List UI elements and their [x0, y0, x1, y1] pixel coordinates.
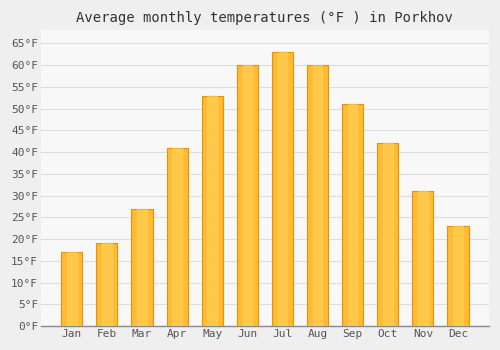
- Bar: [208, 96, 217, 326]
- Bar: [377, 144, 398, 326]
- Bar: [348, 104, 358, 326]
- Bar: [313, 65, 322, 326]
- Bar: [272, 52, 293, 326]
- Bar: [418, 191, 428, 326]
- Bar: [278, 52, 287, 326]
- Bar: [383, 144, 392, 326]
- Bar: [138, 209, 146, 326]
- Bar: [62, 252, 82, 326]
- Bar: [96, 244, 117, 326]
- Title: Average monthly temperatures (°F ) in Porkhov: Average monthly temperatures (°F ) in Po…: [76, 11, 454, 25]
- Bar: [166, 148, 188, 326]
- Bar: [342, 104, 363, 326]
- Bar: [102, 244, 112, 326]
- Bar: [132, 209, 152, 326]
- Bar: [242, 65, 252, 326]
- Bar: [67, 252, 76, 326]
- Bar: [412, 191, 434, 326]
- Bar: [237, 65, 258, 326]
- Bar: [202, 96, 223, 326]
- Bar: [172, 148, 182, 326]
- Bar: [307, 65, 328, 326]
- Bar: [454, 226, 462, 326]
- Bar: [448, 226, 468, 326]
